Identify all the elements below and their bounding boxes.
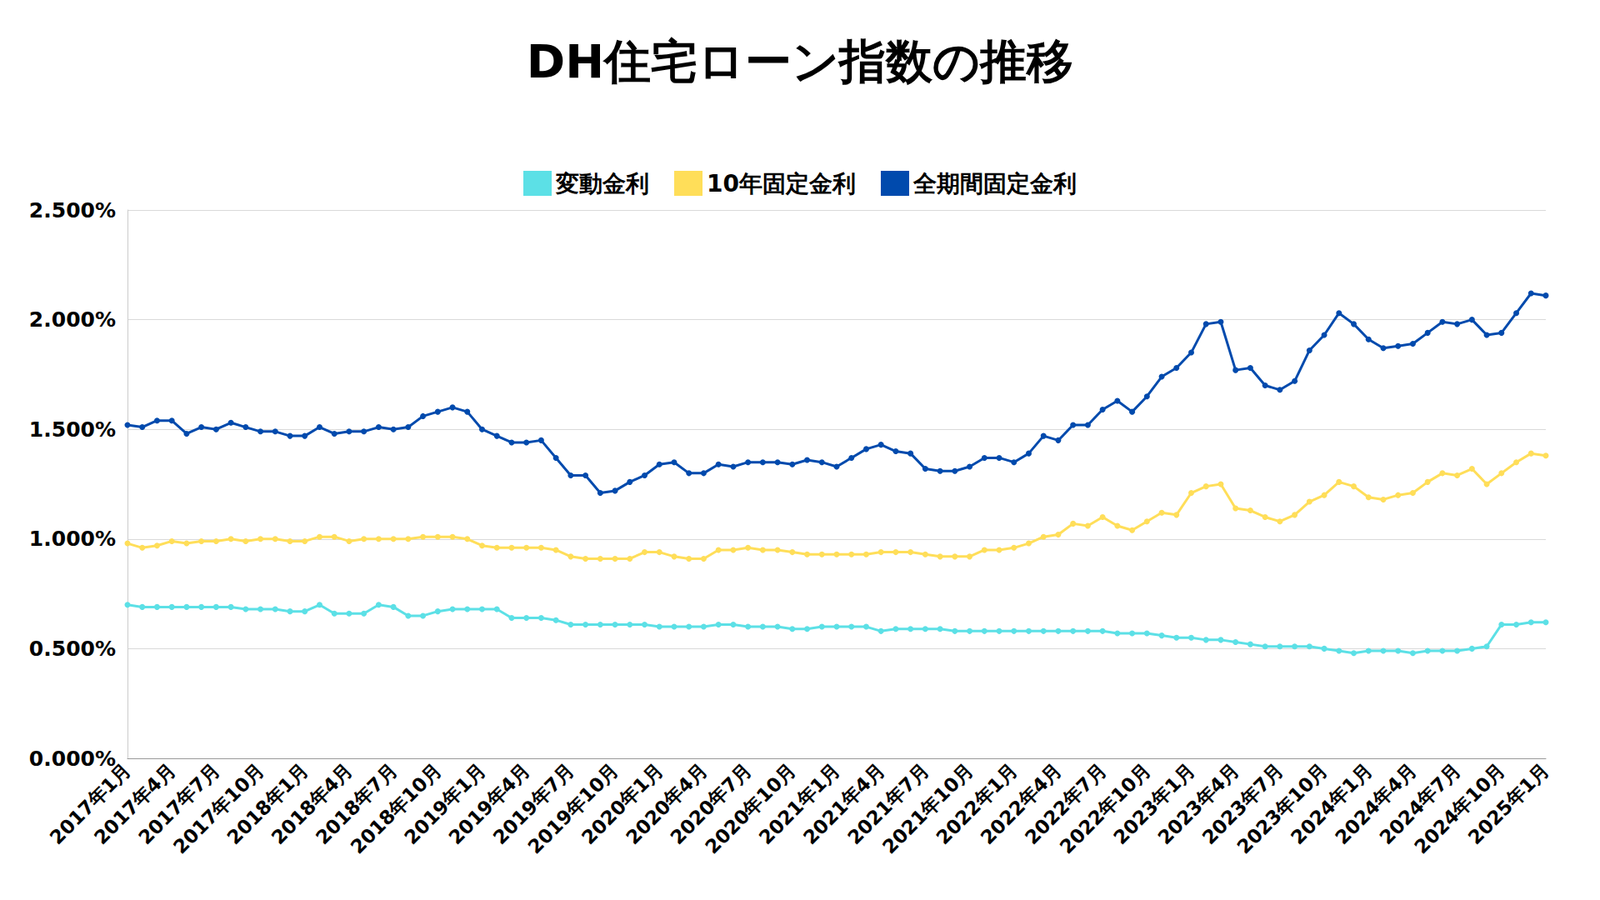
svg-text:10年固定金利: 10年固定金利 [706,170,856,198]
svg-text:2022年10月: 2022年10月 [1055,759,1155,858]
svg-text:変動金利: 変動金利 [555,170,650,198]
svg-text:2023年7月: 2023年7月 [1198,759,1288,849]
svg-text:2.000%: 2.000% [29,307,116,332]
svg-text:2024年1月: 2024年1月 [1286,759,1377,849]
svg-text:2025年1月: 2025年1月 [1464,759,1554,849]
svg-text:2023年1月: 2023年1月 [1109,759,1199,849]
svg-text:2018年4月: 2018年4月 [267,759,357,849]
svg-text:2021年4月: 2021年4月 [799,759,889,849]
svg-text:2024年7月: 2024年7月 [1375,759,1465,849]
svg-text:0.000%: 0.000% [29,746,116,771]
svg-text:2020年1月: 2020年1月 [577,759,667,849]
svg-text:2018年10月: 2018年10月 [346,759,446,858]
svg-text:2024年4月: 2024年4月 [1331,759,1421,849]
svg-text:DH住宅ローン指数の推移: DH住宅ローン指数の推移 [526,34,1074,89]
svg-text:2019年4月: 2019年4月 [444,759,535,849]
svg-text:2019年7月: 2019年7月 [488,759,579,849]
svg-text:2018年7月: 2018年7月 [311,759,402,849]
svg-text:2023年4月: 2023年4月 [1153,759,1244,849]
svg-text:0.500%: 0.500% [29,636,116,661]
svg-text:2020年4月: 2020年4月 [621,759,712,849]
svg-text:2022年4月: 2022年4月 [976,759,1066,849]
svg-text:2019年10月: 2019年10月 [523,759,623,858]
svg-text:1.500%: 1.500% [29,417,116,442]
svg-text:2022年1月: 2022年1月 [932,759,1022,849]
svg-text:2022年7月: 2022年7月 [1020,759,1111,849]
svg-text:2017年4月: 2017年4月 [89,759,180,849]
svg-text:2024年10月: 2024年10月 [1410,759,1510,858]
svg-text:2017年1月: 2017年1月 [45,759,136,849]
svg-text:2021年1月: 2021年1月 [754,759,845,849]
svg-text:全期間固定金利: 全期間固定金利 [912,170,1077,198]
svg-text:2023年10月: 2023年10月 [1232,759,1332,858]
svg-text:2018年1月: 2018年1月 [222,759,313,849]
svg-text:1.000%: 1.000% [29,526,116,551]
svg-text:2017年7月: 2017年7月 [134,759,224,849]
svg-text:2020年7月: 2020年7月 [666,759,756,849]
svg-text:2020年10月: 2020年10月 [701,759,800,858]
svg-text:2017年10月: 2017年10月 [169,759,269,858]
svg-text:2021年10月: 2021年10月 [878,759,978,858]
svg-text:2.500%: 2.500% [29,198,116,223]
svg-text:2019年1月: 2019年1月 [400,759,490,849]
svg-text:2021年7月: 2021年7月 [843,759,933,849]
